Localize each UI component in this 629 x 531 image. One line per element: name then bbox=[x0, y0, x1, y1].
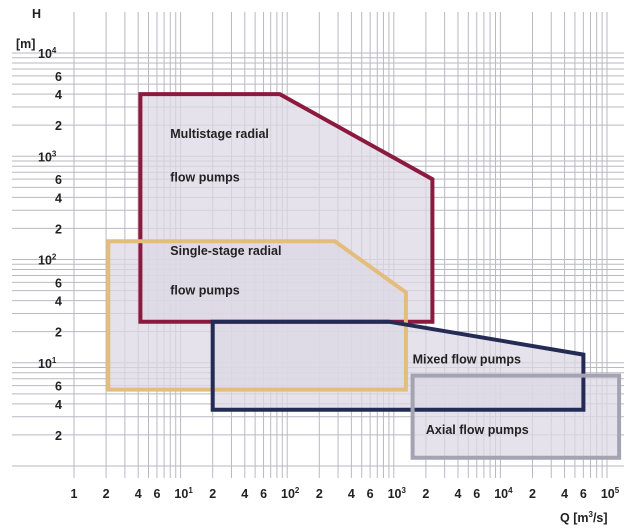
region-label-2-line-2: flow pumps bbox=[170, 283, 239, 297]
y-tick-label: 2 bbox=[55, 326, 62, 340]
y-tick-label: 6 bbox=[55, 70, 62, 84]
y-tick-label: 4 bbox=[55, 398, 62, 412]
y-tick-label: 4 bbox=[55, 191, 62, 205]
y-tick-label: 102 bbox=[38, 253, 57, 268]
y-tick-label: 2 bbox=[55, 119, 62, 133]
x-tick-label: 4 bbox=[135, 487, 142, 501]
region-label-1-line-2: flow pumps bbox=[170, 170, 239, 184]
x-tick-label: 6 bbox=[260, 487, 267, 501]
x-tick-label: 4 bbox=[455, 487, 462, 501]
x-tick-label: 6 bbox=[367, 487, 374, 501]
x-axis-label: Q [m3/s] bbox=[560, 510, 608, 525]
region-outline-1 bbox=[138, 92, 435, 324]
y-tick-label: 101 bbox=[38, 356, 57, 371]
x-tick-label: 4 bbox=[241, 487, 248, 501]
x-tick-label: 2 bbox=[422, 487, 429, 501]
regions bbox=[106, 92, 622, 460]
y-tick-label: 2 bbox=[55, 222, 62, 236]
y-tick-label: 4 bbox=[55, 295, 62, 309]
region-label-4-line-1: Axial flow pumps bbox=[426, 423, 529, 437]
x-tick-label: 2 bbox=[529, 487, 536, 501]
region-label-1-line-1: Multistage radial bbox=[170, 127, 269, 141]
x-tick-label: 2 bbox=[103, 487, 110, 501]
region-label-2-line-1: Single-stage radial bbox=[170, 244, 281, 258]
y-tick-labels: 2 4 6 101 2 4 6 102 2 4 6 103 2 4 6 104 bbox=[38, 46, 62, 443]
region-outline-2 bbox=[106, 239, 408, 392]
x-tick-label: 6 bbox=[153, 487, 160, 501]
x-tick-label: 105 bbox=[601, 486, 620, 501]
region-outline-4 bbox=[410, 373, 622, 460]
x-tick-label: 4 bbox=[348, 487, 355, 501]
x-tick-label: 104 bbox=[494, 486, 513, 501]
x-tick-label: 6 bbox=[580, 487, 587, 501]
y-tick-label: 4 bbox=[55, 88, 62, 102]
region-outline-3 bbox=[210, 319, 586, 412]
x-tick-label: 2 bbox=[209, 487, 216, 501]
y-axis-unit: [m] bbox=[16, 37, 35, 51]
region-fill-4 bbox=[412, 375, 620, 458]
x-tick-label: 1 bbox=[71, 487, 78, 501]
x-tick-label: 4 bbox=[561, 487, 568, 501]
region-labels: Multistage radial flow pumps Single-stage … bbox=[170, 127, 528, 437]
x-tick-label: 101 bbox=[174, 486, 193, 501]
region-label-3-line-1: Mixed flow pumps bbox=[413, 353, 521, 367]
y-tick-label: 6 bbox=[55, 173, 62, 187]
y-tick-label: 104 bbox=[38, 46, 57, 61]
x-tick-label: 102 bbox=[281, 486, 300, 501]
y-axis-title: H bbox=[32, 7, 41, 21]
x-tick-label: 103 bbox=[388, 486, 407, 501]
y-tick-label: 6 bbox=[55, 380, 62, 394]
y-tick-label: 6 bbox=[55, 276, 62, 290]
y-tick-label: 103 bbox=[38, 149, 57, 164]
x-tick-label: 2 bbox=[316, 487, 323, 501]
x-tick-label: 6 bbox=[473, 487, 480, 501]
y-tick-label: 2 bbox=[55, 429, 62, 443]
x-tick-labels: 1 2 4 6 101 2 4 6 102 2 4 6 103 2 4 6 104 2 4 6 105 bbox=[71, 486, 620, 501]
